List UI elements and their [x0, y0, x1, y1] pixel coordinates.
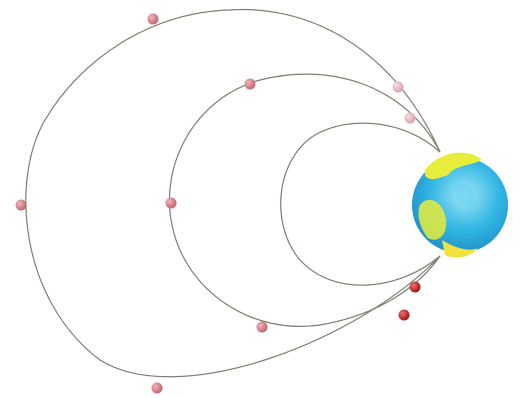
large-orbit — [25, 8, 441, 378]
medium-orbit — [168, 73, 441, 327]
earth — [412, 152, 508, 258]
small-orbit — [280, 122, 441, 286]
satellites — [15, 13, 421, 394]
